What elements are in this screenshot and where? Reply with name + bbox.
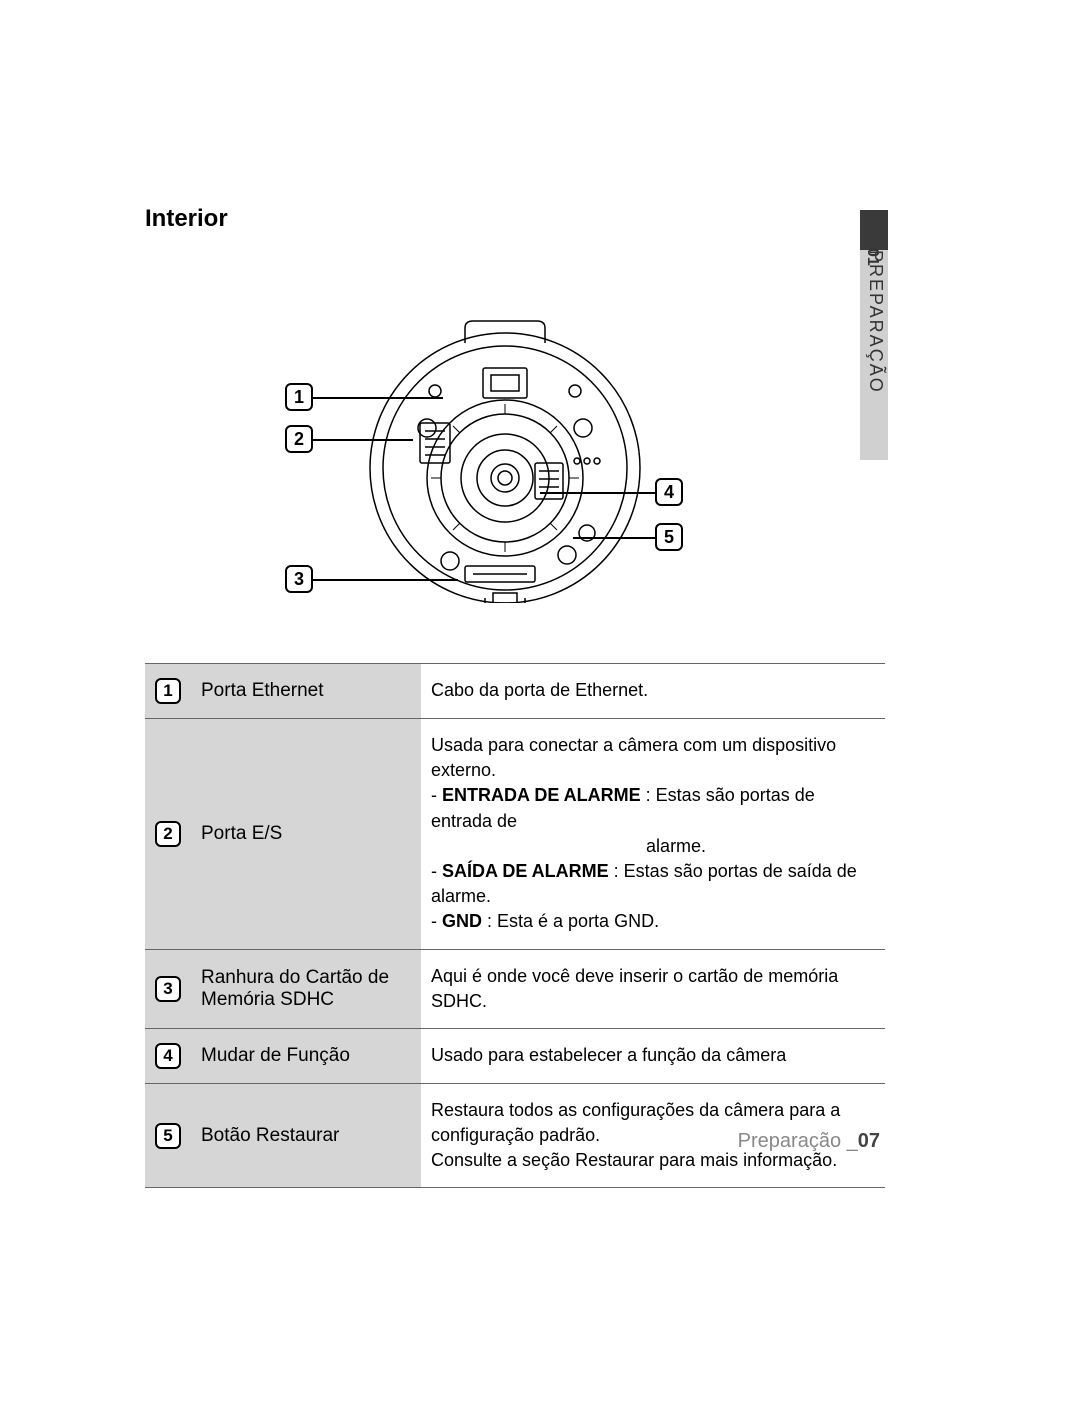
part-name: Mudar de Função — [191, 1028, 421, 1083]
device-diagram: 1 2 3 4 5 — [145, 273, 885, 603]
part-name: Botão Restaurar — [191, 1083, 421, 1188]
row-number: 3 — [155, 976, 181, 1002]
row-number: 5 — [155, 1123, 181, 1149]
device-illustration — [365, 273, 645, 603]
table-row: 3 Ranhura do Cartão de Memória SDHC Aqui… — [145, 949, 885, 1028]
part-desc: Cabo da porta de Ethernet. — [421, 664, 885, 719]
part-name: Porta E/S — [191, 719, 421, 950]
part-desc: Usada para conectar a câmera com um disp… — [421, 719, 885, 950]
parts-table: 1 Porta Ethernet Cabo da porta de Ethern… — [145, 663, 885, 1188]
callout-4: 4 — [655, 478, 683, 506]
table-row: 4 Mudar de Função Usado para estabelecer… — [145, 1028, 885, 1083]
part-name: Ranhura do Cartão de Memória SDHC — [191, 949, 421, 1028]
row-number: 4 — [155, 1043, 181, 1069]
row-number: 2 — [155, 821, 181, 847]
page-footer: Preparação _07 — [738, 1130, 880, 1153]
part-desc: Aqui é onde você deve inserir o cartão d… — [421, 949, 885, 1028]
page-content: Interior 1 2 3 4 5 — [145, 205, 885, 1188]
section-title: Interior — [145, 205, 885, 233]
footer-label: Preparação _ — [738, 1130, 858, 1152]
callout-1: 1 — [285, 383, 313, 411]
callout-3: 3 — [285, 565, 313, 593]
callout-5: 5 — [655, 523, 683, 551]
part-desc: Usado para estabelecer a função da câmer… — [421, 1028, 885, 1083]
callout-2: 2 — [285, 425, 313, 453]
page-number: 07 — [858, 1130, 880, 1152]
row-number: 1 — [155, 678, 181, 704]
table-row: 1 Porta Ethernet Cabo da porta de Ethern… — [145, 664, 885, 719]
table-row: 2 Porta E/S Usada para conectar a câmera… — [145, 719, 885, 950]
part-name: Porta Ethernet — [191, 664, 421, 719]
